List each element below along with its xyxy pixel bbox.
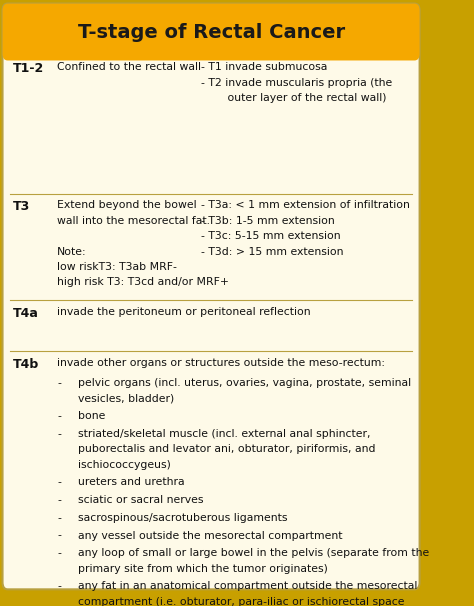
Text: - T3c: 5-15 mm extension: - T3c: 5-15 mm extension bbox=[201, 231, 340, 241]
Text: sacrospinous/sacrotuberous ligaments: sacrospinous/sacrotuberous ligaments bbox=[78, 513, 288, 523]
FancyBboxPatch shape bbox=[2, 4, 419, 590]
Text: -: - bbox=[57, 581, 61, 591]
Text: - T3b: 1-5 mm extension: - T3b: 1-5 mm extension bbox=[201, 216, 334, 226]
Text: -: - bbox=[57, 530, 61, 541]
Text: ischiococcygeus): ischiococcygeus) bbox=[78, 459, 171, 470]
Text: compartment (i.e. obturator, para-iliac or ischiorectal space: compartment (i.e. obturator, para-iliac … bbox=[78, 597, 405, 606]
Text: puborectalis and levator ani, obturator, piriformis, and: puborectalis and levator ani, obturator,… bbox=[78, 444, 375, 454]
Text: -: - bbox=[57, 548, 61, 558]
Text: high risk T3: T3cd and/or MRF+: high risk T3: T3cd and/or MRF+ bbox=[57, 278, 229, 287]
FancyBboxPatch shape bbox=[8, 34, 415, 53]
Text: T4b: T4b bbox=[13, 358, 39, 371]
Text: any vessel outside the mesorectal compartment: any vessel outside the mesorectal compar… bbox=[78, 530, 343, 541]
Text: invade other organs or structures outside the meso-rectum:: invade other organs or structures outsid… bbox=[57, 358, 385, 368]
Text: pelvic organs (incl. uterus, ovaries, vagina, prostate, seminal: pelvic organs (incl. uterus, ovaries, va… bbox=[78, 378, 411, 388]
Text: striated/skeletal muscle (incl. external anal sphincter,: striated/skeletal muscle (incl. external… bbox=[78, 429, 371, 439]
Text: Confined to the rectal wall: Confined to the rectal wall bbox=[57, 62, 201, 72]
Text: -: - bbox=[57, 378, 61, 388]
Text: outer layer of the rectal wall): outer layer of the rectal wall) bbox=[218, 93, 387, 103]
Text: vesicles, bladder): vesicles, bladder) bbox=[78, 393, 174, 404]
Text: -: - bbox=[57, 429, 61, 439]
Text: T4a: T4a bbox=[13, 307, 38, 321]
Text: primary site from which the tumor originates): primary site from which the tumor origin… bbox=[78, 564, 328, 574]
Text: T-stage of Rectal Cancer: T-stage of Rectal Cancer bbox=[78, 22, 345, 42]
FancyBboxPatch shape bbox=[2, 4, 419, 61]
Text: Extend beyond the bowel: Extend beyond the bowel bbox=[57, 201, 197, 210]
Text: invade the peritoneum or peritoneal reflection: invade the peritoneum or peritoneal refl… bbox=[57, 307, 310, 318]
Text: T1-2: T1-2 bbox=[13, 62, 44, 75]
Text: Note:: Note: bbox=[57, 247, 87, 256]
Text: -: - bbox=[57, 513, 61, 523]
Text: bone: bone bbox=[78, 411, 106, 421]
Text: - T3a: < 1 mm extension of infiltration: - T3a: < 1 mm extension of infiltration bbox=[201, 201, 410, 210]
Text: -: - bbox=[57, 495, 61, 505]
Text: any fat in an anatomical compartment outside the mesorectal: any fat in an anatomical compartment out… bbox=[78, 581, 418, 591]
Text: sciatic or sacral nerves: sciatic or sacral nerves bbox=[78, 495, 204, 505]
Text: -: - bbox=[57, 478, 61, 487]
Text: - T1 invade submucosa: - T1 invade submucosa bbox=[201, 62, 327, 72]
Text: ureters and urethra: ureters and urethra bbox=[78, 478, 185, 487]
Text: - T2 invade muscularis propria (the: - T2 invade muscularis propria (the bbox=[201, 78, 392, 88]
Text: wall into the mesorectal fat.: wall into the mesorectal fat. bbox=[57, 216, 210, 226]
Text: -: - bbox=[57, 411, 61, 421]
Text: T3: T3 bbox=[13, 201, 30, 213]
Text: - T3d: > 15 mm extension: - T3d: > 15 mm extension bbox=[201, 247, 343, 256]
Text: any loop of small or large bowel in the pelvis (separate from the: any loop of small or large bowel in the … bbox=[78, 548, 429, 558]
Text: low riskT3: T3ab MRF-: low riskT3: T3ab MRF- bbox=[57, 262, 177, 272]
